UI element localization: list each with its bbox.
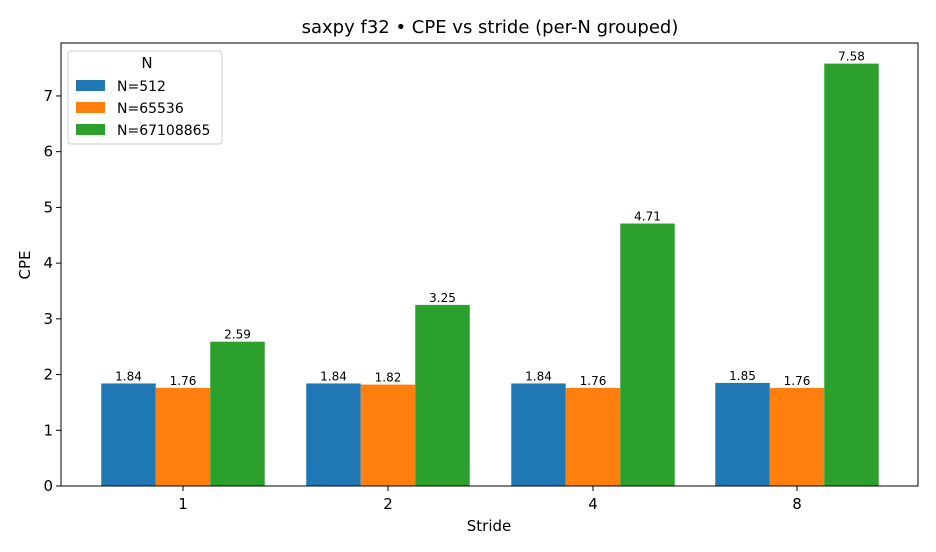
- legend: N N=512 N=65536 N=67108865: [67, 50, 223, 145]
- legend-entry: N=67108865: [117, 123, 210, 139]
- bar-N=65536-stride-4: [565, 387, 621, 486]
- y-tick-label: 1: [43, 421, 53, 439]
- data-label: 1.84: [320, 369, 347, 383]
- bar-N=67108865-stride-4: [620, 223, 675, 486]
- y-tick-label: 6: [43, 143, 53, 161]
- data-label: 1.85: [729, 369, 756, 383]
- y-tick-label: 2: [43, 366, 53, 384]
- x-tick-label: 4: [588, 495, 598, 513]
- bar-N=67108865-stride-8: [824, 63, 879, 486]
- y-tick-label: 3: [43, 310, 53, 328]
- data-label: 1.84: [115, 369, 142, 383]
- bar-N=512-stride-8: [715, 382, 770, 486]
- legend-entry: N=512: [117, 79, 166, 95]
- y-axis-label: CPE: [16, 251, 34, 280]
- y-tick-label: 4: [43, 254, 53, 272]
- bar-N=65536-stride-2: [360, 384, 416, 486]
- x-axis: 1 2 4 8: [178, 486, 802, 513]
- chart-title: saxpy f32 • CPE vs stride (per-N grouped…: [302, 17, 679, 38]
- bar-N=512-stride-1: [101, 383, 156, 486]
- data-label: 1.76: [784, 374, 811, 388]
- legend-swatch: [76, 124, 105, 135]
- bar-N=512-stride-2: [306, 383, 361, 486]
- data-label: 1.82: [375, 371, 402, 385]
- plot-frame: [60, 42, 919, 487]
- data-label: 1.76: [170, 374, 197, 388]
- legend-title: N: [141, 54, 152, 72]
- y-tick-label: 5: [43, 198, 53, 216]
- legend-frame: [67, 50, 223, 145]
- y-tick-label: 7: [43, 87, 53, 105]
- data-label: 4.71: [634, 210, 661, 224]
- data-label: 3.25: [429, 291, 456, 305]
- x-axis-label: Stride: [467, 517, 512, 535]
- data-label: 7.58: [838, 50, 865, 64]
- bar-N=65536-stride-8: [769, 387, 825, 486]
- x-tick-label: 2: [383, 495, 393, 513]
- data-label: 1.76: [580, 374, 607, 388]
- bar-N=67108865-stride-2: [415, 304, 470, 486]
- y-axis: 0 1 2 3 4 5 6 7: [43, 87, 61, 495]
- y-tick-label: 0: [43, 477, 53, 495]
- data-label: 2.59: [224, 328, 251, 342]
- bar-N=512-stride-4: [511, 383, 566, 486]
- x-tick-label: 8: [792, 495, 802, 513]
- data-labels-layer: 1.84 1.84 1.84 1.85 1.76 1.82 1.76 1.76 2.59 3.25…: [115, 50, 865, 388]
- data-label: 1.84: [525, 369, 552, 383]
- legend-entry: N=65536: [117, 101, 184, 117]
- x-tick-label: 1: [178, 495, 188, 513]
- legend-swatch: [76, 80, 105, 91]
- bar-N=65536-stride-1: [155, 387, 211, 486]
- bars-layer: [101, 63, 879, 486]
- legend-swatch: [76, 102, 105, 113]
- bar-N=67108865-stride-1: [210, 341, 265, 486]
